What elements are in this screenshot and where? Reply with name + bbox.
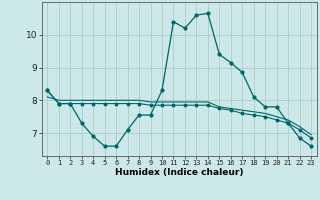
- X-axis label: Humidex (Indice chaleur): Humidex (Indice chaleur): [115, 168, 244, 177]
